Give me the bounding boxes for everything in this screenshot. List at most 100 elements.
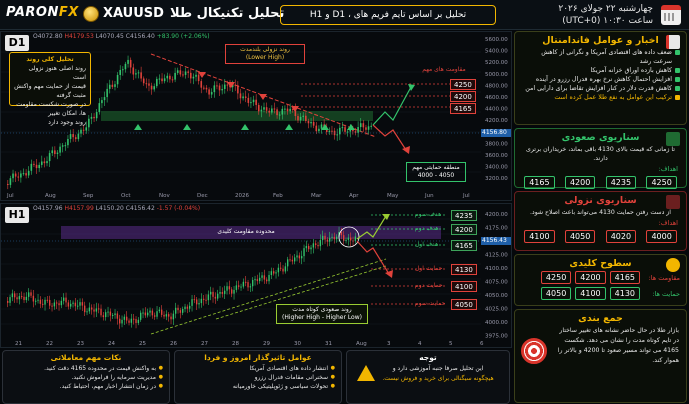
candle xyxy=(39,299,42,304)
candle xyxy=(17,176,20,178)
news-item: کاهش قدرت دلار در کنار افزایش تقاضا برای… xyxy=(521,84,680,93)
candle xyxy=(37,299,39,301)
candle xyxy=(25,173,27,176)
candle xyxy=(226,286,228,291)
candle xyxy=(82,129,85,131)
candle xyxy=(312,243,315,248)
candle xyxy=(163,314,165,317)
h1-target-3-label: هدف سوم xyxy=(415,211,442,218)
axis-tick-label: 3400.00 xyxy=(485,165,508,171)
warning-icon xyxy=(357,365,375,381)
axis-tick-label: 28 xyxy=(232,341,239,347)
candle xyxy=(198,303,200,305)
candle xyxy=(114,84,116,87)
axis-tick-label: 4 xyxy=(418,341,422,347)
axis-tick-label: Apr xyxy=(349,193,359,199)
candle xyxy=(289,108,291,112)
h1-support-1-label: حمایت اول xyxy=(415,265,443,272)
candle xyxy=(158,309,161,312)
candle xyxy=(239,93,242,99)
key-resistance: 4250 xyxy=(540,271,572,284)
axis-tick-label: 22 xyxy=(46,341,53,347)
candle xyxy=(98,308,100,310)
candle xyxy=(124,63,127,70)
gold-coin-icon xyxy=(83,6,99,22)
candle xyxy=(281,108,284,115)
candle xyxy=(148,83,150,86)
candle xyxy=(132,67,135,75)
candle xyxy=(161,78,163,82)
candle xyxy=(150,85,153,90)
h1-support-2-label: حمایت دوم xyxy=(415,282,443,289)
h1-support-3: 4050 xyxy=(451,299,477,310)
axis-tick-label: 23 xyxy=(77,341,84,347)
candle xyxy=(129,59,132,68)
candle xyxy=(255,99,257,105)
candle xyxy=(275,272,277,274)
calendar-icon xyxy=(661,5,681,25)
axis-tick-label: Sep xyxy=(83,193,94,199)
bull-target: 4250 xyxy=(646,176,677,189)
factors-title: عوامل تاثیرگذار امروز و فردا xyxy=(204,353,312,362)
axis-tick-label: Jul xyxy=(6,193,14,199)
axis-tick-label: 4075.00 xyxy=(485,280,508,286)
candle xyxy=(326,239,329,242)
h1-target-2: 4200 xyxy=(451,224,477,235)
bear-target: 4020 xyxy=(605,230,637,243)
news-item: کاهش بازده اوراق خزانه آمریکا xyxy=(521,66,680,75)
candle xyxy=(228,286,231,290)
candle xyxy=(280,267,282,269)
axis-tick-label: 27 xyxy=(201,341,208,347)
candle xyxy=(310,121,312,124)
candle xyxy=(119,69,122,75)
h1-target-1-label: هدف اول xyxy=(415,241,439,248)
candle xyxy=(203,298,205,300)
candle xyxy=(126,316,128,321)
trading-notes-title: نکات مهم معاملاتی xyxy=(50,353,122,362)
candle xyxy=(217,293,219,299)
newspaper-icon xyxy=(666,35,680,49)
candle xyxy=(299,116,302,121)
candle xyxy=(352,128,354,132)
candle xyxy=(214,296,217,299)
axis-tick-label: 3800.00 xyxy=(485,141,508,147)
axis-tick-label: 4400.00 xyxy=(485,107,508,113)
candle xyxy=(7,184,9,185)
axis-tick-label: 4800.00 xyxy=(485,83,508,89)
candle xyxy=(90,116,93,119)
candle xyxy=(212,291,214,297)
axis-tick-label: 4175.00 xyxy=(485,226,508,232)
candle xyxy=(219,292,221,294)
d1-support-zone xyxy=(101,111,373,121)
d1-chart[interactable]: 5600.00 5400.00 5200.00 5000.00 4800.00 4600.… xyxy=(0,31,512,201)
d1-chart-canvas[interactable]: 5600.00 5400.00 5200.00 5000.00 4800.00 4600.… xyxy=(1,32,513,202)
candle xyxy=(98,103,101,113)
axis-tick-label: Mar xyxy=(311,193,322,199)
h1-chart[interactable]: 4200.004175.004150.004125.004100.004075.… xyxy=(0,203,512,348)
candle xyxy=(213,85,216,93)
bull-target: 4165 xyxy=(524,176,555,189)
news-warning: ترکیب این عوامل به نفع طلا عمل کرده است xyxy=(521,93,680,102)
target-icon xyxy=(521,338,547,364)
candle xyxy=(25,296,28,301)
candle xyxy=(86,311,88,313)
axis-tick-label: 4200.00 xyxy=(485,118,508,124)
candle xyxy=(324,235,326,240)
h1-chart-canvas[interactable]: 4200.004175.004150.004125.004100.004075.… xyxy=(1,204,513,349)
candle xyxy=(333,236,336,240)
analysis-panel: اخبار و عوامل فاندامنتال ضعف داده های اق… xyxy=(514,31,687,404)
candle xyxy=(144,312,147,316)
bearish-scenario-card: سناریوی نزولی از دست رفتن حمایت 4130 می‌… xyxy=(514,191,687,251)
candle xyxy=(179,310,182,313)
axis-tick-label: 4200.00 xyxy=(485,212,508,218)
candle xyxy=(140,312,142,320)
candle xyxy=(224,290,226,294)
axis-tick-label: 30 xyxy=(294,341,301,347)
candle xyxy=(12,173,14,179)
candle xyxy=(322,235,324,241)
axis-tick-label: 3 xyxy=(387,341,391,347)
factor-item: تحولات سیاسی و ژئوپلیتیکی خاورمیانه xyxy=(181,382,335,391)
candle xyxy=(189,305,191,309)
candle xyxy=(60,300,63,306)
candle xyxy=(328,130,331,132)
